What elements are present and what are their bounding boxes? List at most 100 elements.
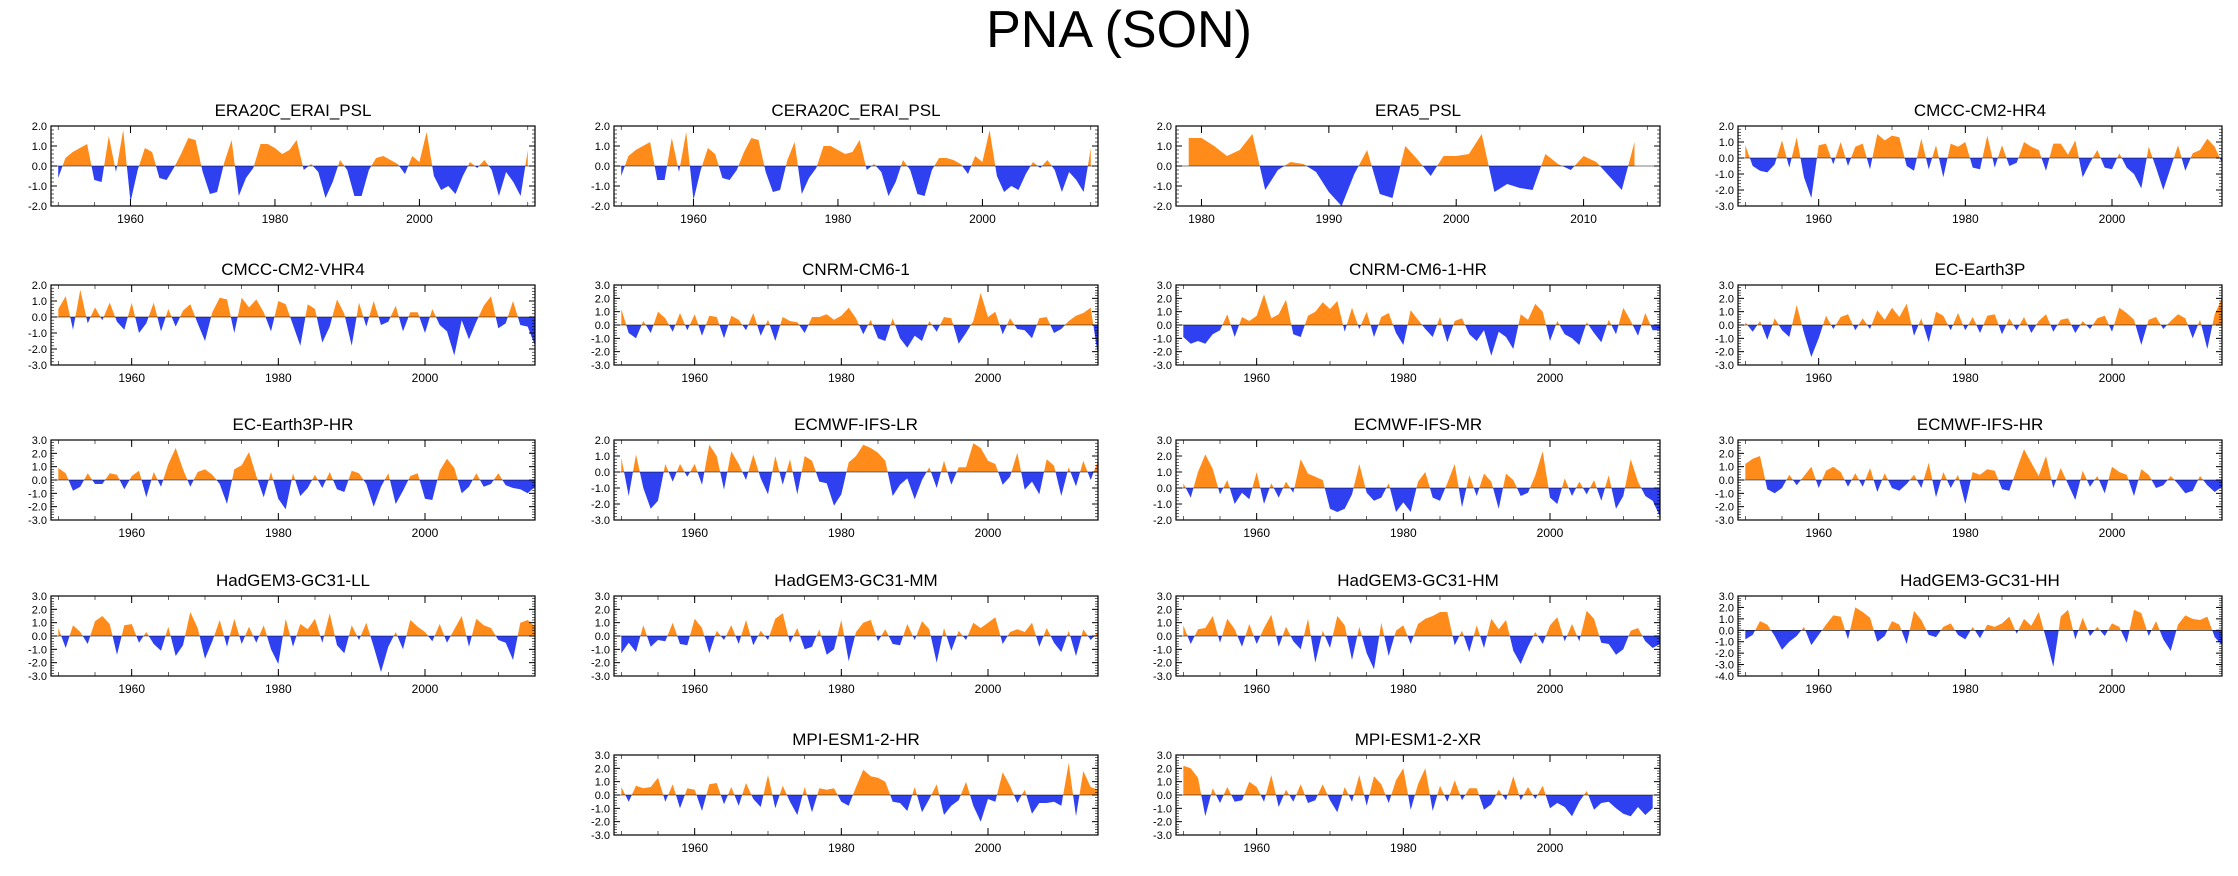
y-tick-label: -1.0 [1153, 803, 1172, 815]
y-tick-label: 1.0 [595, 777, 610, 789]
plot-frame [1737, 595, 2223, 677]
y-tick-label: 0.0 [1157, 790, 1172, 802]
y-tick-label: 1.0 [32, 618, 47, 630]
y-tick-label: -1.0 [591, 483, 610, 495]
y-tick-label: 2.0 [32, 604, 47, 616]
panel-title: ERA5_PSL [1375, 101, 1461, 120]
y-tick-label: -4.0 [1715, 671, 1734, 683]
y-tick-label: 3.0 [1157, 750, 1172, 762]
panel-hadgem3-gc31-ll: HadGEM3-GC31-LL 3.02.0 1.00.0-1.0 -2.0-3.0 1… [28, 571, 536, 696]
y-tick-label: -2.0 [28, 344, 47, 356]
panel-mpi-esm1-2-xr: MPI-ESM1-2-XR 3.02.0 1.00.0-1.0 -2.0-3.0 196… [1153, 730, 1661, 855]
y-tick-label: -2.0 [28, 658, 47, 670]
y-tick-label: 0.0 [1157, 161, 1172, 173]
y-tick-label: -2.0 [591, 201, 610, 213]
y-tick-label: 1.0 [595, 141, 610, 153]
x-tick-label: 1960 [1805, 212, 1832, 226]
x-tick-label: 2000 [1537, 526, 1564, 540]
y-tick-label: -1.0 [28, 488, 47, 500]
panel-cmcc-cm2-vhr4: CMCC-CM2-VHR4 2.0 1.0 0.0 -1.0 -2.0 -3.0 1960 19… [28, 260, 536, 385]
y-tick-label: 2.0 [595, 604, 610, 616]
y-tick-label: 3.0 [595, 280, 610, 292]
x-tick-label: 2000 [975, 682, 1002, 696]
y-tick-label: 1.0 [1157, 141, 1172, 153]
positive-anomaly-area [621, 293, 1098, 325]
y-tick-label: 2.0 [595, 293, 610, 305]
negative-anomaly-area [1183, 488, 1660, 517]
y-tick-label: -1.0 [1715, 488, 1734, 500]
panel-era20c-erai-psl: ERA20C_ERAI_PSL 2.0 1.0 0.0 -1.0 -2.0 1960 1980… [28, 101, 536, 226]
y-tick-label: 0.0 [595, 161, 610, 173]
y-tick-label: 2.0 [1719, 121, 1734, 133]
y-tick-label: 0.0 [1719, 320, 1734, 332]
x-tick-label: 1960 [118, 682, 145, 696]
y-tick-label: -2.0 [1153, 817, 1172, 829]
negative-anomaly-area [58, 480, 535, 510]
y-tick-label: -2.0 [591, 499, 610, 511]
y-tick-label: 1.0 [1157, 307, 1172, 319]
positive-anomaly-area [1183, 765, 1653, 795]
x-tick-label: 2000 [975, 841, 1002, 855]
negative-anomaly-area [1745, 158, 2222, 198]
y-tick-label: -3.0 [28, 515, 47, 527]
y-tick-label: 2.0 [595, 435, 610, 447]
y-tick-label: -3.0 [1715, 360, 1734, 372]
y-tick-label: 0.0 [32, 475, 47, 487]
x-tick-label: 1960 [1805, 682, 1832, 696]
x-tick-label: 1980 [828, 371, 855, 385]
x-tick-label: 2000 [2099, 212, 2126, 226]
y-tick-label: -2.0 [1153, 658, 1172, 670]
y-tick-label: -1.0 [1715, 169, 1734, 181]
panel-ec-earth3p: EC-Earth3P 3.02.0 1.00.0-1.0 -2.0-3.0 1960 19… [1715, 260, 2223, 385]
plot-frame [1175, 439, 1661, 521]
x-tick-label: 1960 [1243, 371, 1270, 385]
panel-cnrm-cm6-1: CNRM-CM6-1 3.02.0 1.00.0-1.0 -2.0-3.0 1960 19… [591, 260, 1099, 385]
positive-anomaly-area [58, 130, 528, 166]
y-tick-label: 0.0 [595, 320, 610, 332]
panel-title: ERA20C_ERAI_PSL [215, 101, 372, 120]
y-tick-label: -2.0 [1715, 648, 1734, 660]
x-tick-label: 1960 [681, 682, 708, 696]
panel-title: HadGEM3-GC31-LL [216, 571, 370, 590]
y-tick-label: 0.0 [1719, 153, 1734, 165]
y-tick-label: -2.0 [28, 502, 47, 514]
y-tick-label: 1.0 [32, 141, 47, 153]
y-tick-label: 1.0 [595, 451, 610, 463]
x-tick-label: 2000 [1537, 841, 1564, 855]
panel-cera20c-erai-psl: CERA20C_ERAI_PSL 2.0 1.0 0.0 -1.0 -2.0 1960 198… [591, 101, 1099, 226]
x-tick-label: 1960 [681, 841, 708, 855]
negative-anomaly-area [1745, 325, 2222, 357]
y-tick-label: -2.0 [1153, 347, 1172, 359]
y-tick-label: 1.0 [595, 618, 610, 630]
negative-anomaly-area [58, 636, 535, 672]
y-tick-label: 2.0 [1719, 448, 1734, 460]
panel-hadgem3-gc31-hm: HadGEM3-GC31-HM 3.02.0 1.00.0-1.0 -2.0-3.0 1… [1153, 571, 1661, 696]
x-tick-label: 1980 [1390, 682, 1417, 696]
y-tick-label: 2.0 [32, 280, 47, 292]
positive-anomaly-area [621, 130, 1091, 166]
y-tick-label: -3.0 [1153, 830, 1172, 842]
y-tick-label: -2.0 [1715, 185, 1734, 197]
positive-anomaly-area [1755, 607, 2213, 631]
x-tick-label: 1980 [1390, 526, 1417, 540]
x-tick-label: 1980 [825, 212, 852, 226]
x-tick-label: 1980 [1952, 371, 1979, 385]
y-tick-label: 1.0 [1719, 307, 1734, 319]
y-tick-label: 3.0 [1157, 435, 1172, 447]
x-tick-label: 1980 [1390, 841, 1417, 855]
panel-title: CNRM-CM6-1 [802, 260, 910, 279]
positive-anomaly-area [58, 612, 535, 636]
x-tick-label: 1980 [1952, 526, 1979, 540]
positive-anomaly-area [1183, 294, 1660, 325]
y-tick-label: 0.0 [595, 467, 610, 479]
y-tick-label: 2.0 [1157, 604, 1172, 616]
y-tick-label: -3.0 [1153, 360, 1172, 372]
y-tick-label: 1.0 [1157, 618, 1172, 630]
panel-title: ECMWF-IFS-LR [794, 415, 918, 434]
x-tick-label: 1960 [681, 371, 708, 385]
y-tick-label: 1.0 [32, 462, 47, 474]
y-tick-label: -3.0 [1715, 515, 1734, 527]
y-tick-label: 0.0 [1719, 475, 1734, 487]
x-tick-label: 2000 [406, 212, 433, 226]
